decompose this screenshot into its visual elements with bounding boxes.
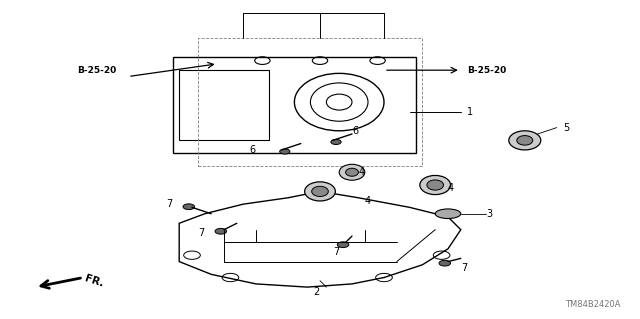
Ellipse shape xyxy=(435,209,461,219)
Text: B-25-20: B-25-20 xyxy=(467,66,506,75)
Ellipse shape xyxy=(346,168,358,176)
Polygon shape xyxy=(179,191,461,287)
Circle shape xyxy=(215,228,227,234)
Text: 7: 7 xyxy=(166,199,173,209)
Text: 4: 4 xyxy=(358,167,365,177)
Text: 4: 4 xyxy=(365,196,371,206)
Ellipse shape xyxy=(305,182,335,201)
Text: 4: 4 xyxy=(448,183,454,193)
Text: 7: 7 xyxy=(198,228,205,238)
Bar xyxy=(198,38,422,166)
Circle shape xyxy=(280,149,290,154)
Bar xyxy=(173,57,416,153)
Circle shape xyxy=(337,242,349,248)
Text: 5: 5 xyxy=(563,122,570,133)
Circle shape xyxy=(183,204,195,210)
Text: 6: 6 xyxy=(250,145,256,155)
Text: TM84B2420A: TM84B2420A xyxy=(565,300,621,309)
Circle shape xyxy=(331,139,341,145)
Text: FR.: FR. xyxy=(83,273,105,288)
Ellipse shape xyxy=(420,175,451,195)
Text: 7: 7 xyxy=(333,247,339,257)
Ellipse shape xyxy=(517,136,532,145)
Text: 7: 7 xyxy=(461,263,467,273)
Bar xyxy=(179,70,269,140)
Ellipse shape xyxy=(427,180,444,190)
Text: B-25-20: B-25-20 xyxy=(77,66,116,75)
Ellipse shape xyxy=(509,131,541,150)
Text: 2: 2 xyxy=(314,287,320,297)
Ellipse shape xyxy=(312,186,328,197)
Text: 1: 1 xyxy=(467,107,474,117)
Text: 3: 3 xyxy=(486,209,493,219)
Ellipse shape xyxy=(339,164,365,180)
Text: 6: 6 xyxy=(352,126,358,136)
Circle shape xyxy=(439,260,451,266)
